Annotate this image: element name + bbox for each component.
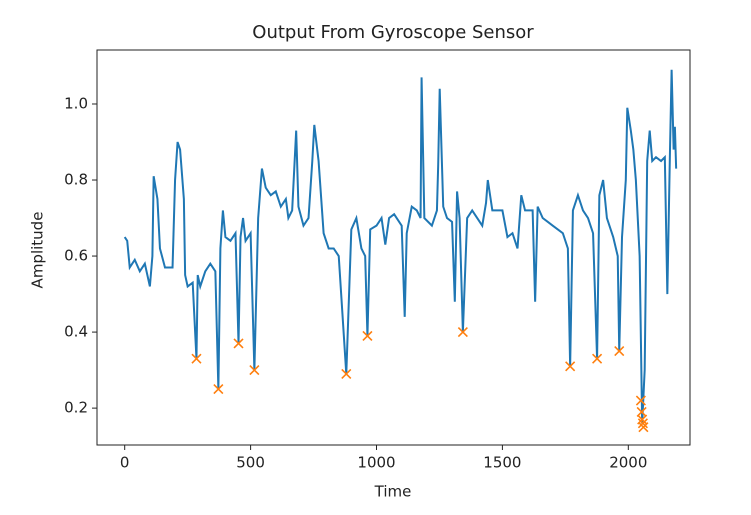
y-tick-label: 0.6: [64, 247, 88, 265]
data-marker: [457, 327, 468, 338]
x-axis-label: Time: [374, 483, 412, 501]
plot-frame: [96, 49, 691, 446]
data-marker: [233, 338, 244, 349]
x-tick-label: 2000: [609, 454, 647, 472]
x-tick-label: 1000: [357, 454, 395, 472]
chart-title: Output From Gyroscope Sensor: [252, 22, 534, 43]
y-tick-label: 0.4: [64, 323, 88, 341]
y-tick-label: 0.8: [64, 171, 88, 189]
data-marker: [362, 330, 373, 341]
x-tick-label: 0: [120, 454, 130, 472]
data-marker: [637, 418, 648, 429]
data-marker: [341, 368, 352, 379]
data-marker: [592, 353, 603, 364]
data-marker: [638, 422, 649, 433]
x-tick-label: 500: [236, 454, 265, 472]
x-tick-label: 1500: [483, 454, 521, 472]
data-marker: [213, 384, 224, 395]
y-axis-label: Amplitude: [29, 212, 47, 289]
data-marker: [191, 353, 202, 364]
data-line: [123, 69, 678, 424]
y-tick-label: 1.0: [64, 94, 88, 112]
data-marker: [614, 346, 625, 357]
data-marker: [565, 361, 576, 372]
data-marker: [249, 365, 260, 376]
data-marker: [635, 395, 646, 406]
y-tick-label: 0.2: [64, 399, 88, 417]
